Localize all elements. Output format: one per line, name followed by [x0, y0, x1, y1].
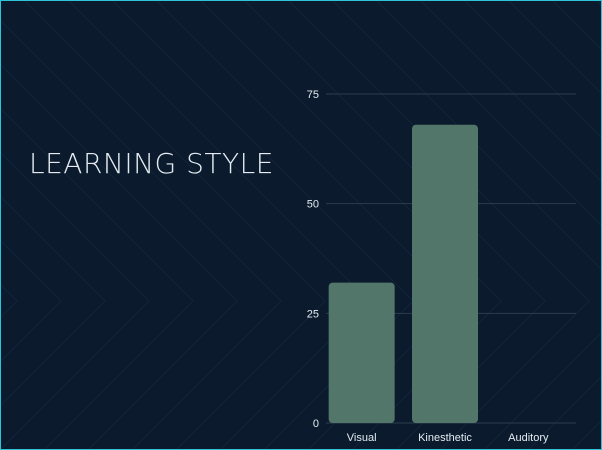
y-tick-label: 0 [313, 418, 319, 430]
slide-title: LEARNING STYLE [29, 147, 274, 180]
y-tick-label: 50 [307, 199, 319, 211]
y-axis-ticks: 0 25 50 75 [307, 89, 319, 430]
bars [328, 124, 478, 423]
x-axis-labels: Visual Kinesthetic Auditory [347, 432, 549, 444]
y-tick-label: 75 [307, 89, 319, 101]
y-tick-label: 25 [307, 308, 319, 320]
bar-visual [328, 282, 395, 423]
x-category-label: Visual [347, 432, 377, 444]
x-category-label: Kinesthetic [418, 432, 472, 444]
x-category-label: Auditory [508, 432, 549, 444]
bar-kinesthetic [412, 124, 478, 423]
